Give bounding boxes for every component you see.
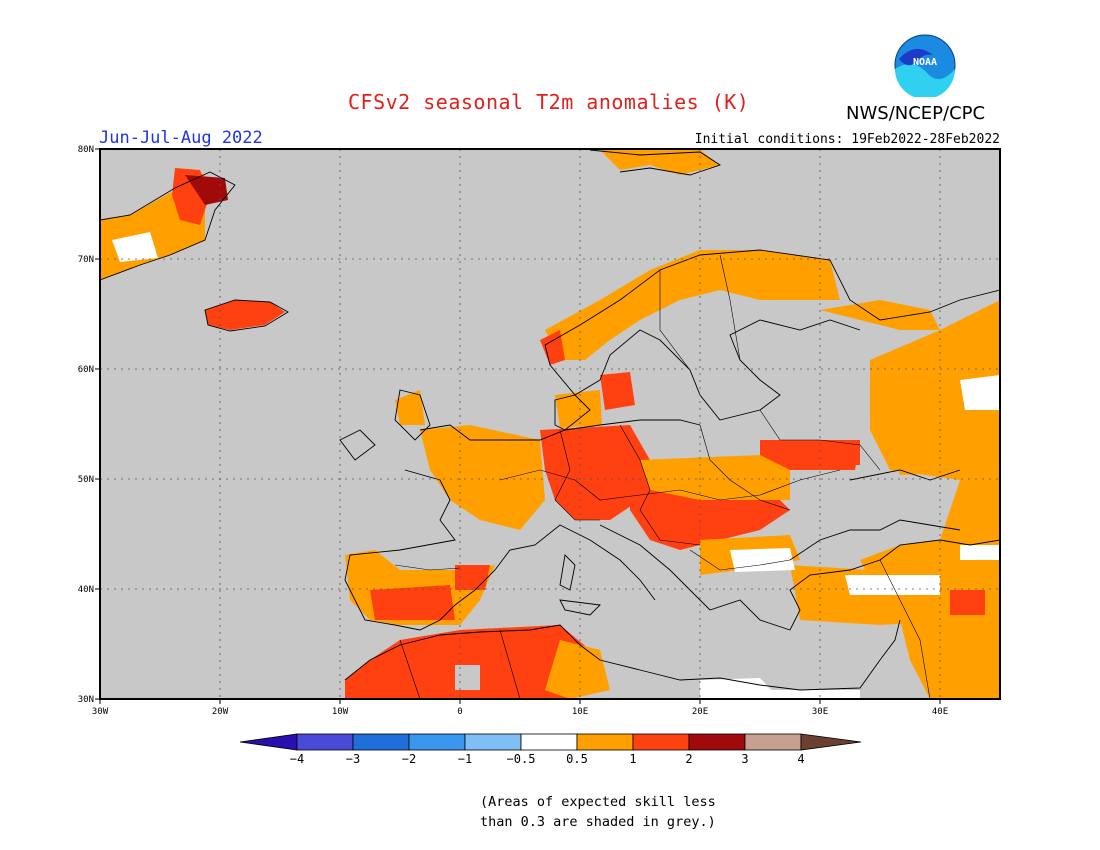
colorbar-segment (688, 733, 746, 751)
colorbar-tick-label: 0.5 (566, 752, 588, 766)
noaa-logo-text: NOAA (913, 57, 937, 68)
lon-tick-30w: 30W (92, 707, 109, 717)
colorbar-segment (352, 733, 410, 751)
lat-tick-70n: 70N (78, 255, 94, 265)
colorbar-tick-label: 3 (741, 752, 748, 766)
colorbar-tick-label: −1 (458, 752, 472, 766)
noaa-logo: NOAA (894, 34, 956, 97)
lon-tick-20w: 20W (212, 707, 229, 717)
colorbar-segment-high-arrow (800, 733, 862, 751)
anomaly-shading (100, 150, 1000, 699)
colorbar: −4 −3 −2 −1 −0.5 0.5 1 2 3 4 (239, 733, 862, 766)
colorbar-segment (576, 733, 634, 751)
lon-tick-40e: 40E (932, 707, 948, 717)
colorbar-segment (744, 733, 802, 751)
skill-note-line2: than 0.3 are shaded in grey.) (480, 814, 716, 830)
lat-tick-30n: 30N (78, 695, 94, 705)
country-borders (394, 254, 931, 699)
lon-axis: 30W 20W 10W 0 10E 20E 30E 40E (92, 699, 948, 717)
graticule (100, 149, 1000, 699)
lon-tick-0: 0 (457, 707, 462, 717)
lon-tick-30e: 30E (812, 707, 828, 717)
map-frame (99, 148, 1001, 700)
lat-tick-80n: 80N (78, 145, 94, 155)
lat-tick-40n: 40N (78, 585, 94, 595)
lon-tick-20e: 20E (692, 707, 708, 717)
colorbar-segment (464, 733, 522, 751)
colorbar-tick-label: −0.5 (507, 752, 536, 766)
colorbar-segment (408, 733, 466, 751)
agency-label: NWS/NCEP/CPC (846, 103, 986, 124)
season-label: Jun-Jul-Aug 2022 (99, 128, 263, 148)
colorbar-segment (296, 733, 354, 751)
colorbar-tick-label: −3 (346, 752, 360, 766)
colorbar-segments (239, 733, 862, 751)
colorbar-tick-label: 1 (629, 752, 636, 766)
colorbar-labels: −4 −3 −2 −1 −0.5 0.5 1 2 3 4 (290, 752, 805, 766)
chart-title: CFSv2 seasonal T2m anomalies (K) (348, 90, 750, 114)
coastlines (100, 149, 1000, 691)
colorbar-tick-label: 2 (685, 752, 692, 766)
colorbar-segment (632, 733, 690, 751)
lat-axis: 80N 70N 60N 50N 40N 30N (78, 145, 100, 705)
lat-tick-50n: 50N (78, 475, 94, 485)
colorbar-segment-low-arrow (239, 733, 298, 751)
colorbar-tick-label: −4 (290, 752, 304, 766)
lat-tick-60n: 60N (78, 365, 94, 375)
lon-tick-10w: 10W (332, 707, 349, 717)
colorbar-tick-label: 4 (797, 752, 804, 766)
lon-tick-10e: 10E (572, 707, 588, 717)
colorbar-tick-label: −2 (402, 752, 416, 766)
skill-note: (Areas of expected skill less than 0.3 a… (480, 792, 716, 832)
colorbar-segment (520, 733, 578, 751)
initial-conditions-label: Initial conditions: 19Feb2022-28Feb2022 (694, 132, 1000, 147)
skill-note-line1: (Areas of expected skill less (480, 794, 716, 810)
